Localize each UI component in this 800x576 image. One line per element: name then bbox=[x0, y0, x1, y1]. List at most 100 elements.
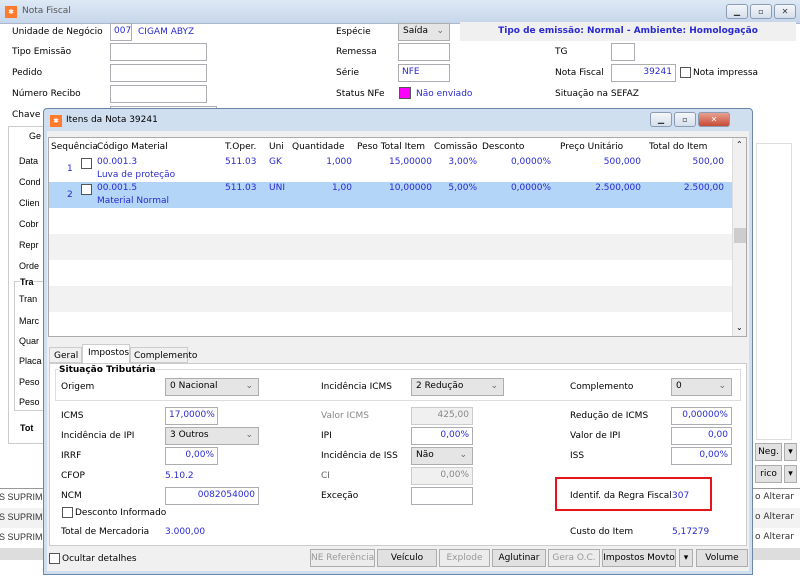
left-label: Clien bbox=[19, 198, 40, 208]
table-cell: 500,00 bbox=[692, 157, 725, 167]
status-color-indicator bbox=[399, 87, 411, 99]
grid-scrollbar[interactable]: ⌃ ⌄ bbox=[732, 138, 746, 336]
ocultar-detalhes-label: Ocultar detalhes bbox=[62, 554, 137, 564]
ipi-input[interactable]: 0,00% bbox=[411, 427, 473, 445]
ocultar-detalhes-checkbox[interactable] bbox=[49, 553, 60, 564]
list-item-action[interactable]: o Alterar bbox=[755, 512, 795, 522]
valor-ipi-input[interactable]: 0,00 bbox=[671, 427, 732, 445]
table-cell: 511.03 bbox=[225, 157, 257, 167]
chevron-down-icon: ⌄ bbox=[490, 381, 498, 391]
list-item[interactable]: S SUPRIM bbox=[0, 492, 43, 502]
volume-button[interactable]: Volume bbox=[696, 549, 748, 567]
nota-fiscal-input[interactable]: 39241 bbox=[611, 64, 676, 82]
list-item-action[interactable]: o Alterar bbox=[755, 532, 795, 542]
tg-input[interactable] bbox=[611, 43, 635, 61]
dialog-logo-icon: ✱ bbox=[50, 115, 62, 127]
left-tab[interactable]: Ge bbox=[29, 131, 42, 141]
list-item[interactable]: S SUPRIM bbox=[0, 532, 43, 542]
column-header[interactable]: Quantidade bbox=[292, 142, 345, 152]
dialog-close-button[interactable]: ✕ bbox=[698, 112, 730, 127]
row-checkbox[interactable] bbox=[81, 184, 92, 195]
row-checkbox[interactable] bbox=[81, 158, 92, 169]
excecao-input[interactable] bbox=[411, 487, 473, 505]
column-header[interactable]: Uni bbox=[269, 142, 284, 152]
left-label: Data bbox=[19, 156, 39, 166]
impostos-dropdown-button[interactable]: ▾ bbox=[679, 549, 693, 567]
explode-button[interactable]: Explode bbox=[439, 549, 490, 567]
table-cell: 2 bbox=[67, 190, 73, 200]
dialog-minimize-button[interactable]: ▁ bbox=[650, 112, 672, 127]
column-header[interactable]: Código Material bbox=[97, 142, 168, 152]
pedido-input[interactable] bbox=[110, 64, 207, 82]
gera-oc-button[interactable]: Gera O.C. bbox=[548, 549, 600, 567]
impostos-movto-button[interactable]: Impostos Movto bbox=[602, 549, 676, 567]
neg-button[interactable]: Neg. bbox=[755, 443, 782, 461]
icms-input[interactable]: 17,0000% bbox=[165, 407, 218, 425]
serie-label: Série bbox=[336, 68, 359, 78]
close-button[interactable]: ✕ bbox=[774, 4, 796, 19]
veiculo-button[interactable]: Veículo bbox=[377, 549, 437, 567]
table-cell: 2.500,000 bbox=[595, 183, 641, 193]
nota-impressa-checkbox[interactable] bbox=[680, 67, 691, 78]
table-cell: 2.500,00 bbox=[683, 183, 724, 193]
incidencia-ipi-label: Incidência de IPI bbox=[61, 431, 135, 441]
column-header[interactable]: Preço Unitário bbox=[560, 142, 624, 152]
table-row[interactable]: 1 00.001.3 Luva de proteção 511.03 GK 1,… bbox=[49, 156, 732, 182]
column-header[interactable]: T.Oper. bbox=[225, 142, 257, 152]
left-label: Cond bbox=[19, 177, 41, 187]
ci-label: CI bbox=[321, 471, 330, 481]
scroll-down-icon[interactable]: ⌄ bbox=[736, 323, 743, 332]
rico-button[interactable]: rico bbox=[755, 465, 782, 483]
tab-complemento[interactable]: Complemento bbox=[130, 347, 197, 363]
tipo-emissao-input[interactable] bbox=[110, 43, 207, 61]
column-header[interactable]: Total do Item bbox=[649, 142, 708, 152]
aglutinar-button[interactable]: Aglutinar bbox=[492, 549, 546, 567]
trans-label: Placa bbox=[19, 356, 42, 366]
especie-select[interactable]: Saída ⌄ bbox=[398, 23, 450, 41]
origem-select[interactable]: 0 Nacional ⌄ bbox=[165, 378, 259, 396]
table-cell: 1,000 bbox=[326, 157, 352, 167]
tab-impostos[interactable]: Impostos bbox=[82, 344, 130, 364]
ncm-input[interactable]: 0082054000 bbox=[165, 487, 259, 505]
ne-referencia-button[interactable]: NE Referência bbox=[310, 549, 375, 567]
column-header[interactable]: Sequência bbox=[51, 142, 98, 152]
serie-input[interactable]: NFE bbox=[398, 64, 450, 82]
total-mercadoria-value: 3.000,00 bbox=[165, 527, 206, 537]
tab-geral[interactable]: Geral bbox=[49, 347, 82, 363]
table-cell: 1,00 bbox=[331, 183, 352, 193]
scroll-up-icon[interactable]: ⌃ bbox=[736, 140, 743, 149]
left-label: Orde bbox=[19, 261, 40, 271]
remessa-input[interactable] bbox=[398, 43, 450, 61]
table-cell: UNI bbox=[269, 183, 285, 193]
trans-label: Peso bbox=[19, 377, 40, 387]
complemento-value: 0 bbox=[676, 381, 682, 391]
incidencia-icms-select[interactable]: 2 Redução ⌄ bbox=[411, 378, 504, 396]
dialog-maximize-button[interactable]: ▫ bbox=[674, 112, 696, 127]
rico-dropdown-button[interactable]: ▾ bbox=[784, 465, 797, 483]
custo-item-label: Custo do Item bbox=[570, 527, 634, 537]
list-item-action[interactable]: o Alterar bbox=[755, 492, 795, 502]
irrf-input[interactable]: 0,00% bbox=[165, 447, 218, 465]
column-header[interactable]: Comissão bbox=[434, 142, 478, 152]
incidencia-iss-select[interactable]: Não ⌄ bbox=[411, 447, 473, 465]
maximize-button[interactable]: ▫ bbox=[750, 4, 772, 19]
list-item[interactable]: S SUPRIM bbox=[0, 512, 43, 522]
scroll-thumb[interactable] bbox=[734, 228, 746, 243]
trans-label: Peso bbox=[19, 397, 40, 407]
iss-input[interactable]: 0,00% bbox=[671, 447, 732, 465]
incidencia-ipi-select[interactable]: 3 Outros ⌄ bbox=[165, 427, 259, 445]
reducao-icms-input[interactable]: 0,00000% bbox=[671, 407, 732, 425]
numero-recibo-input[interactable] bbox=[110, 85, 207, 103]
table-row-selected[interactable]: 2 00.001.5 Material Normal 511.03 UNI 1,… bbox=[49, 182, 732, 208]
items-dialog: ✱ Itens da Nota 39241 ▁ ▫ ✕ Sequência Có… bbox=[43, 108, 753, 575]
desconto-informado-checkbox[interactable] bbox=[62, 507, 73, 518]
column-header[interactable]: Desconto bbox=[482, 142, 525, 152]
complemento-select[interactable]: 0 ⌄ bbox=[671, 378, 732, 396]
left-label: Cobr bbox=[19, 219, 39, 229]
table-cell: 511.03 bbox=[225, 183, 257, 193]
unidade-code-input[interactable]: 007 bbox=[110, 23, 132, 41]
column-header[interactable]: Peso Total Item bbox=[357, 142, 426, 152]
minimize-button[interactable]: ▁ bbox=[726, 4, 748, 19]
neg-dropdown-button[interactable]: ▾ bbox=[784, 443, 797, 461]
desconto-informado-label: Desconto Informado bbox=[75, 508, 167, 518]
